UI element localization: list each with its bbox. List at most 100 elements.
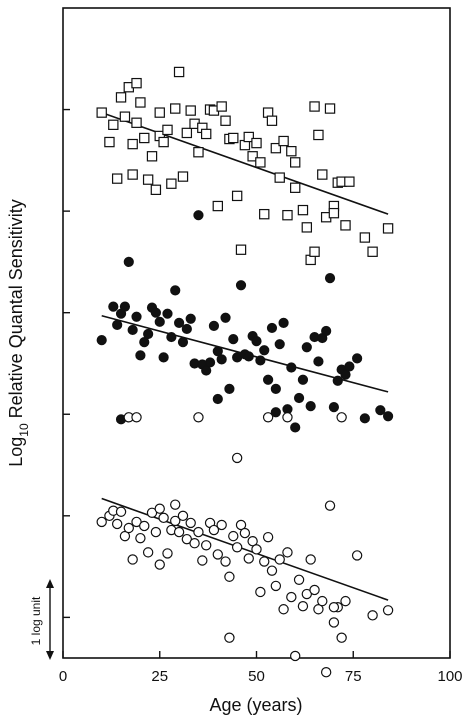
open-square-point — [181, 127, 193, 139]
open-square-point — [212, 200, 223, 212]
y-ticks — [63, 108, 70, 619]
open-circle-point — [170, 499, 181, 510]
filled-circle-point — [119, 301, 131, 312]
open-square-point — [328, 207, 340, 219]
scale-bar-arrow-up — [46, 579, 54, 588]
open-circle-point — [262, 412, 274, 423]
open-circle-point — [135, 532, 146, 544]
open-square-point — [274, 172, 285, 183]
filled-circle-point — [127, 324, 138, 336]
open-circle-point — [158, 512, 169, 524]
open-circle-point — [231, 542, 243, 553]
filled-circle-point — [150, 307, 161, 318]
filled-circle-point — [290, 422, 301, 433]
filled-circle-point — [177, 337, 189, 348]
open-circle-point — [270, 580, 282, 592]
open-square-point — [286, 146, 297, 157]
filled-circle-point — [162, 308, 173, 319]
filled-circle-point — [321, 325, 332, 337]
x-tick-label: 50 — [248, 668, 265, 685]
open-square-point — [111, 173, 123, 184]
open-circle-point — [328, 617, 340, 628]
filled-circle-point — [123, 256, 134, 268]
open-circle-point — [293, 574, 305, 585]
filled-circle-point — [301, 342, 312, 353]
x-ticks: 0 25 50 75 100 — [59, 651, 463, 685]
open-circle-point — [123, 522, 134, 534]
open-circle-point — [282, 412, 293, 423]
open-square-point — [131, 77, 142, 89]
open-square-point — [231, 190, 243, 202]
filled-circle-point — [297, 374, 309, 385]
filled-circle-point — [259, 345, 270, 356]
filled-circle-point — [305, 401, 316, 412]
open-circle-point — [177, 510, 189, 522]
open-square-point — [135, 97, 146, 108]
open-circle-point — [193, 412, 204, 423]
open-circle-point — [228, 530, 239, 542]
open-circle-point — [247, 536, 258, 547]
open-square-point — [185, 105, 196, 116]
data-points — [96, 66, 394, 678]
open-square-point — [309, 246, 320, 257]
scale-bar-label: 1 log unit — [29, 596, 43, 645]
filled-circle-point — [263, 374, 274, 385]
filled-circle-point — [382, 411, 394, 422]
open-circle-point — [262, 531, 274, 543]
filled-circle-point — [208, 320, 220, 331]
open-circle-point — [278, 604, 289, 615]
open-square-point — [115, 92, 127, 103]
filled-circle-point — [243, 351, 254, 362]
scale-bar-arrow-down — [46, 651, 54, 660]
open-circle-point — [208, 524, 220, 536]
filled-circle-point — [158, 352, 169, 363]
open-circle-point — [224, 571, 235, 582]
open-square-point — [382, 223, 394, 234]
open-circle-point — [170, 515, 181, 527]
open-circle-point — [127, 554, 138, 565]
open-square-point — [170, 103, 181, 114]
open-circle-point — [131, 412, 142, 423]
open-circle-point — [150, 526, 162, 538]
filled-circle-point — [201, 365, 212, 376]
filled-circle-point — [255, 355, 266, 366]
open-circle-point — [173, 526, 185, 538]
open-square-point — [301, 222, 313, 233]
filled-circle-point — [359, 413, 370, 424]
fit-line-0 — [101, 111, 389, 215]
filled-circle-point — [131, 311, 142, 322]
open-circle-point — [259, 556, 270, 567]
open-circle-point — [286, 591, 297, 603]
open-square-point — [146, 151, 158, 162]
filled-circle-point — [375, 405, 386, 416]
open-square-point — [297, 204, 309, 216]
open-circle-point — [142, 547, 154, 558]
filled-circle-point — [181, 323, 192, 335]
open-circle-point — [193, 526, 204, 538]
filled-circle-point — [166, 331, 177, 343]
filled-circle-point — [235, 280, 247, 291]
open-square-point — [166, 178, 177, 189]
filled-circle-point — [220, 312, 231, 323]
open-circle-point — [367, 610, 378, 621]
open-circle-point — [154, 559, 165, 570]
filled-circle-point — [112, 319, 123, 330]
open-circle-point — [154, 503, 165, 514]
x-tick-label: 25 — [151, 668, 168, 685]
open-square-point — [247, 151, 258, 162]
filled-circle-point — [266, 322, 278, 334]
open-square-point — [127, 138, 138, 150]
open-square-point — [200, 128, 212, 140]
open-circle-point — [313, 604, 324, 615]
open-circle-point — [185, 517, 196, 529]
open-square-point — [266, 115, 278, 126]
filled-circle-point — [324, 273, 336, 284]
open-circle-point — [162, 548, 173, 559]
open-circle-point — [328, 602, 340, 613]
open-square-point — [313, 129, 324, 141]
open-square-point — [104, 136, 115, 148]
filled-circle-point — [212, 346, 223, 357]
filled-circle-point — [228, 333, 239, 345]
